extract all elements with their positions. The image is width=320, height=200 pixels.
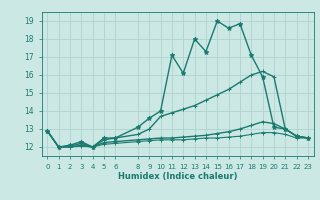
X-axis label: Humidex (Indice chaleur): Humidex (Indice chaleur) bbox=[118, 172, 237, 181]
